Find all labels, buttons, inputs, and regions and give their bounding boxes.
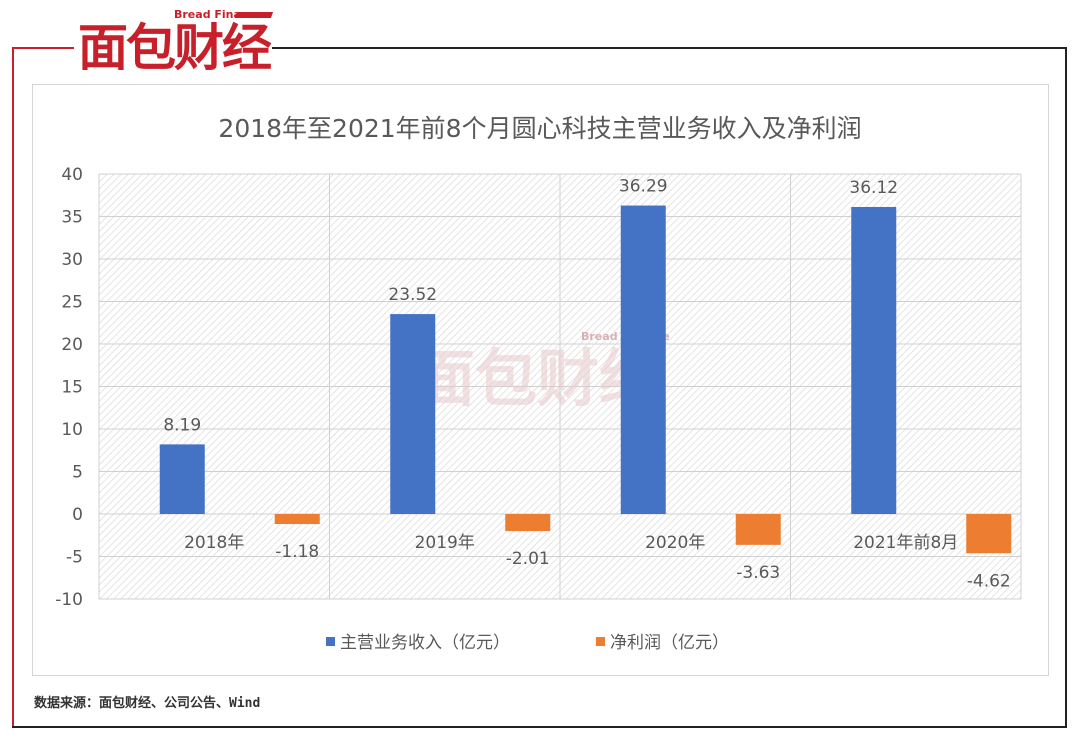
bar-revenue <box>620 205 666 514</box>
data-label-profit: -4.62 <box>967 571 1011 591</box>
x-axis-labels: 2018年 2019年 2020年 2021年前8月 <box>184 533 958 553</box>
y-tick-label: 40 <box>61 165 83 185</box>
data-label-profit: -3.63 <box>736 563 780 583</box>
y-tick-label: 35 <box>61 208 83 228</box>
legend-swatch-revenue <box>326 637 335 646</box>
y-tick-label: 25 <box>61 293 83 313</box>
y-tick-label: 30 <box>61 250 83 270</box>
bar-profit <box>735 514 781 545</box>
data-label-revenue: 36.12 <box>849 178 898 198</box>
y-axis-ticks: 40 35 30 25 20 15 10 5 0 -5 -10 <box>55 165 83 610</box>
frame-bottom-line <box>12 726 1067 728</box>
chart-title: 2018年至2021年前8个月圆心科技主营业务收入及净利润 <box>218 114 861 143</box>
frame-left-line <box>12 47 14 727</box>
data-labels: 8.19 -1.18 23.52 -2.01 36.29 -3.63 36.12 -4.62 <box>163 177 1010 592</box>
bar-profit <box>274 514 320 525</box>
bar-chart: 2018年至2021年前8个月圆心科技主营业务收入及净利润 40 35 30 25 20… <box>55 114 1022 653</box>
bar-revenue <box>159 444 205 514</box>
y-tick-label: 5 <box>72 463 83 483</box>
x-category-label: 2018年 <box>184 533 244 553</box>
bar-revenue <box>851 206 897 514</box>
bars-group <box>159 205 1012 554</box>
data-source-note: 数据来源：面包财经、公司公告、Wind <box>34 696 261 711</box>
logo-chinese-text: 面包财经 <box>78 19 272 77</box>
x-category-label: 2021年前8月 <box>853 533 958 553</box>
watermark-chinese: 面包财经 <box>413 342 661 415</box>
frame-top-left-line <box>12 47 74 49</box>
y-tick-label: -5 <box>66 548 83 568</box>
legend-swatch-profit <box>596 637 605 646</box>
bar-profit <box>966 514 1012 554</box>
chart-panel: 2018年至2021年前8个月圆心科技主营业务收入及净利润 40 35 30 25 20… <box>32 84 1049 676</box>
y-tick-label: 20 <box>61 335 83 355</box>
y-tick-label: 0 <box>72 505 83 525</box>
data-label-revenue: 23.52 <box>388 285 437 305</box>
y-tick-label: -10 <box>55 590 83 610</box>
legend: 主营业务收入（亿元） 净利润（亿元） <box>326 633 729 653</box>
y-tick-label: 15 <box>61 378 83 398</box>
data-label-revenue: 36.29 <box>619 177 668 197</box>
data-label-profit: -2.01 <box>506 549 550 569</box>
frame-top-right-line <box>272 47 1067 49</box>
x-category-label: 2020年 <box>645 533 705 553</box>
data-label-profit: -1.18 <box>275 542 319 562</box>
legend-label-profit: 净利润（亿元） <box>610 633 729 653</box>
y-tick-label: 10 <box>61 420 83 440</box>
brand-logo: Bread Finance 面包财经 <box>78 8 274 80</box>
data-label-revenue: 8.19 <box>163 415 201 435</box>
frame-right-line <box>1065 47 1067 727</box>
bar-profit <box>505 514 551 532</box>
legend-label-revenue: 主营业务收入（亿元） <box>340 633 510 653</box>
x-category-label: 2019年 <box>415 533 475 553</box>
bar-revenue <box>390 314 436 514</box>
